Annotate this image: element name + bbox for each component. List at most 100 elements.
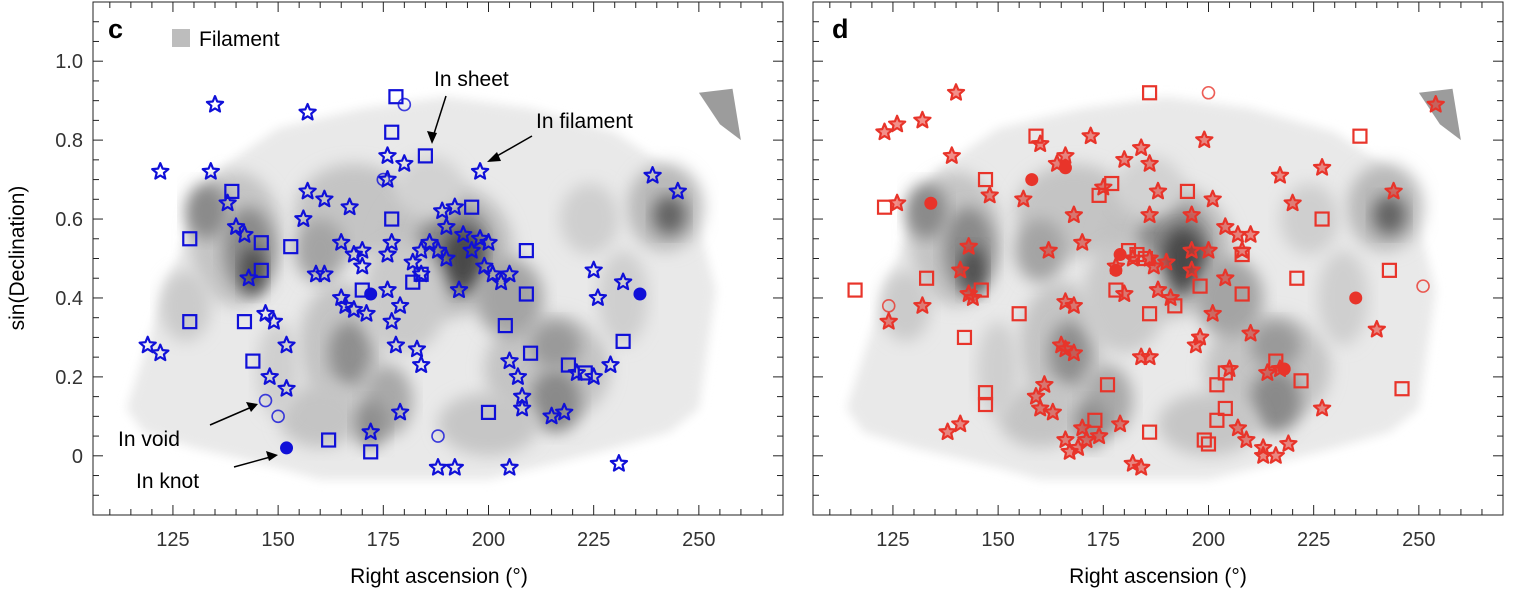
marker-filled-circle	[1349, 291, 1363, 305]
marker-star	[479, 233, 498, 251]
x-tick-label: 175	[367, 529, 400, 551]
marker-star	[294, 209, 313, 227]
y-tick-label: 1.0	[55, 51, 83, 73]
marker-star	[508, 367, 528, 385]
marker-square	[497, 317, 513, 334]
marker-square	[388, 89, 404, 105]
marker-square	[577, 365, 593, 381]
marker-filled-circle	[1277, 362, 1291, 376]
marker-star	[1237, 430, 1256, 448]
marker-star	[1035, 375, 1054, 393]
marker-star	[1043, 402, 1062, 421]
marker-star	[879, 312, 898, 330]
y-tick-label: 0	[72, 446, 83, 468]
survey-footprint-patch	[698, 88, 741, 141]
marker-star	[1182, 241, 1201, 259]
y-tick-label: 0.2	[55, 367, 83, 389]
marker-star	[205, 95, 225, 113]
marker-star	[938, 422, 957, 441]
arrowhead-in-void	[246, 402, 258, 412]
panel-d: 125 150 175 200 225 250 d Right ascension (°)	[812, 1, 1504, 588]
marker-square	[384, 124, 400, 140]
marker-square	[182, 314, 198, 330]
arrow-in-knot	[233, 455, 275, 468]
marker-star	[344, 300, 363, 318]
panel-label-c: c	[108, 14, 123, 44]
filament-density-region	[1195, 258, 1264, 338]
marker-star	[601, 355, 620, 373]
marker-star	[340, 197, 359, 216]
marker-open-circle	[881, 299, 896, 313]
marker-star	[1258, 363, 1277, 381]
marker-star	[1279, 434, 1298, 452]
marker-star	[1203, 189, 1222, 208]
legend-label-filament: Filament	[199, 28, 280, 51]
marker-star	[353, 241, 372, 259]
marker-star	[391, 296, 410, 314]
marker-square	[1234, 286, 1250, 302]
marker-star	[513, 398, 532, 417]
marker-star	[1140, 347, 1159, 366]
marker-star	[437, 248, 456, 267]
marker-star	[584, 260, 603, 279]
marker-star	[1148, 280, 1168, 298]
marker-square	[518, 243, 534, 259]
filament-density-region	[160, 270, 211, 342]
marker-star	[138, 335, 157, 354]
arrowhead-in-knot	[266, 451, 278, 461]
marker-star	[1060, 442, 1079, 460]
x-axis-label-c: Right ascension (°)	[350, 565, 528, 588]
marker-square	[1091, 187, 1107, 203]
marker-square	[283, 239, 299, 255]
annotation-in-sheet: In sheet	[434, 68, 509, 91]
marker-square	[405, 274, 421, 290]
data-markers-d	[847, 83, 1445, 476]
marker-star	[235, 225, 254, 243]
marker-star	[1270, 166, 1290, 184]
marker-star	[1144, 256, 1163, 275]
marker-square	[1108, 282, 1124, 298]
marker-star	[668, 181, 687, 200]
x-tick-label: 250	[1402, 529, 1435, 551]
marker-square	[977, 171, 994, 188]
filament-density-region	[295, 219, 346, 283]
arrowhead-in-filament	[487, 152, 501, 162]
marker-square	[1217, 365, 1233, 381]
marker-square	[1381, 262, 1398, 278]
marker-star	[298, 181, 317, 200]
marker-square	[973, 282, 989, 298]
marker-star	[226, 217, 246, 235]
marker-star	[500, 264, 519, 283]
marker-star	[1014, 189, 1033, 208]
marker-square	[518, 286, 534, 302]
marker-filled-circle	[1025, 173, 1039, 187]
marker-square	[918, 270, 935, 286]
marker-star	[449, 280, 469, 298]
y-tick-label: 0.4	[55, 288, 83, 310]
filament-density-region	[185, 183, 228, 239]
marker-star	[391, 402, 410, 421]
marker-star	[1081, 126, 1100, 145]
marker-star	[1157, 252, 1176, 271]
marker-star	[542, 406, 561, 425]
marker-square	[1268, 353, 1284, 369]
marker-square	[1293, 373, 1309, 389]
marker-square	[1217, 400, 1233, 417]
marker-star	[951, 260, 970, 279]
marker-square	[977, 396, 994, 413]
marker-star	[201, 162, 220, 180]
marker-square	[956, 329, 973, 346]
marker-star	[500, 458, 519, 476]
marker-star	[913, 110, 932, 129]
marker-star	[1161, 288, 1180, 306]
filament-density-region	[1372, 195, 1407, 235]
filament-density-region	[1158, 392, 1259, 456]
marker-star	[218, 193, 237, 212]
marker-square	[363, 444, 379, 460]
marker-star	[1140, 154, 1159, 172]
marker-star	[378, 280, 397, 298]
marker-star	[332, 233, 351, 251]
marker-star	[412, 355, 431, 373]
marker-star	[913, 296, 932, 314]
